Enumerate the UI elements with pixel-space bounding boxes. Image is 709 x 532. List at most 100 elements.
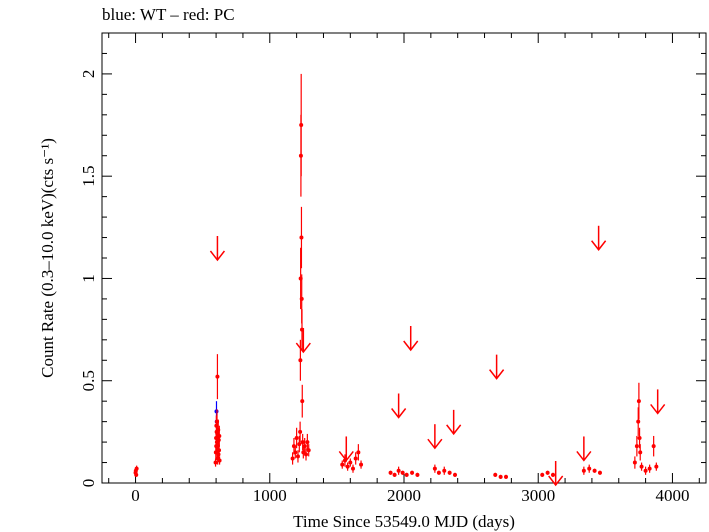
x-tick-label: 2000: [387, 486, 421, 505]
upper-limit-arrow: [427, 424, 443, 450]
pc-point: [290, 456, 295, 461]
axis-ticks: [102, 32, 706, 484]
pc-point: [654, 464, 659, 469]
pc-point: [215, 374, 220, 379]
pc-point: [540, 472, 545, 477]
pc-point: [632, 460, 637, 465]
pc-point: [350, 466, 355, 471]
pc-point: [410, 470, 415, 475]
upper-limit-head: [576, 450, 592, 462]
pc-point: [498, 474, 503, 479]
y-tick-label: 2: [79, 70, 98, 79]
y-axis-label: Count Rate (0.3–10.0 keV)(cts s⁻¹): [38, 138, 57, 378]
pc-point: [299, 235, 304, 240]
upper-limit-head: [591, 240, 607, 251]
upper-limit-arrow: [403, 326, 419, 352]
pc-point: [597, 470, 602, 475]
pc-point: [300, 440, 305, 445]
pc-point: [638, 450, 643, 455]
pc-point: [345, 464, 350, 469]
pc-point: [396, 468, 401, 473]
axis-tick-labels: 0 1000 2000 3000 4000 0 0.5 1 1.5 2: [79, 70, 689, 505]
pc-point: [504, 474, 509, 479]
upper-limit-arrow: [338, 436, 354, 462]
y-tick-label: 0: [79, 479, 98, 488]
upper-limit-arrow: [391, 393, 407, 419]
pc-point: [453, 472, 458, 477]
pc-point: [298, 429, 303, 434]
upper-limit-head: [209, 250, 226, 262]
pc-point: [447, 470, 452, 475]
pc-point: [493, 472, 498, 477]
pc-point: [297, 442, 302, 447]
y-tick-label: 0.5: [79, 370, 98, 391]
upper-limit-head: [489, 369, 505, 380]
pc-point: [217, 458, 222, 463]
pc-point: [392, 472, 397, 477]
upper-limit-head: [403, 340, 419, 352]
chart-title: blue: WT – red: PC: [102, 5, 235, 24]
upper-limit-head: [548, 475, 564, 487]
pc-point: [636, 399, 641, 404]
pc-point: [643, 468, 648, 473]
x-axis-label: Time Since 53549.0 MJD (days): [293, 512, 515, 531]
pc-point: [581, 468, 586, 473]
pc-point: [404, 472, 409, 477]
pc-point: [592, 468, 597, 473]
pc-point: [432, 466, 437, 471]
pc-point: [637, 436, 642, 440]
pc-point: [545, 470, 550, 475]
upper-limit-head: [295, 342, 311, 354]
x-tick-label: 0: [131, 486, 140, 505]
pc-point: [388, 470, 393, 475]
pc-point: [298, 358, 303, 363]
upper-limit-head: [427, 438, 443, 450]
y-tick-label: 1.5: [79, 166, 98, 187]
upper-limit-head: [391, 408, 407, 419]
y-tick-label: 1: [79, 274, 98, 283]
pc-point: [299, 123, 304, 128]
pc-point: [436, 470, 441, 475]
pc-point: [295, 454, 300, 459]
upper-limit-arrow: [548, 461, 564, 487]
pc-point: [340, 462, 345, 467]
plot-frame: [101, 32, 707, 484]
pc-point: [299, 296, 304, 301]
pc-point: [550, 472, 555, 477]
pc-point: [415, 472, 420, 477]
pc-point: [356, 450, 361, 455]
pc-point: [134, 472, 139, 477]
pc-point: [636, 419, 641, 424]
upper-limit-arrow: [591, 225, 607, 251]
pc-point: [217, 433, 222, 438]
upper-limit-arrow: [446, 409, 462, 436]
upper-limit-arrow: [576, 436, 592, 462]
pc-point: [353, 456, 358, 461]
data-marks: [133, 73, 666, 487]
pc-point: [348, 460, 353, 465]
pc-point: [217, 448, 222, 453]
pc-point: [306, 448, 311, 453]
pc-point: [213, 460, 218, 465]
pc-point: [634, 444, 639, 449]
upper-limit-arrow: [209, 236, 226, 262]
pc-point: [400, 470, 405, 475]
pc-point: [300, 399, 305, 404]
upper-limit-arrow: [650, 389, 666, 415]
x-tick-label: 1000: [253, 486, 287, 505]
pc-point: [134, 466, 139, 471]
pc-point: [293, 450, 298, 455]
pc-point: [587, 466, 592, 471]
x-tick-label: 3000: [521, 486, 555, 505]
x-tick-label: 4000: [655, 486, 689, 505]
pc-point: [647, 466, 652, 471]
pc-point: [302, 444, 307, 449]
upper-limit-head: [446, 424, 462, 436]
pc-point: [639, 464, 644, 469]
pc-point: [359, 462, 364, 467]
pc-point: [305, 440, 310, 445]
upper-limit-arrow: [295, 328, 311, 354]
upper-limit-head: [650, 403, 666, 415]
upper-limit-head: [338, 450, 354, 462]
pc-point: [651, 444, 656, 449]
